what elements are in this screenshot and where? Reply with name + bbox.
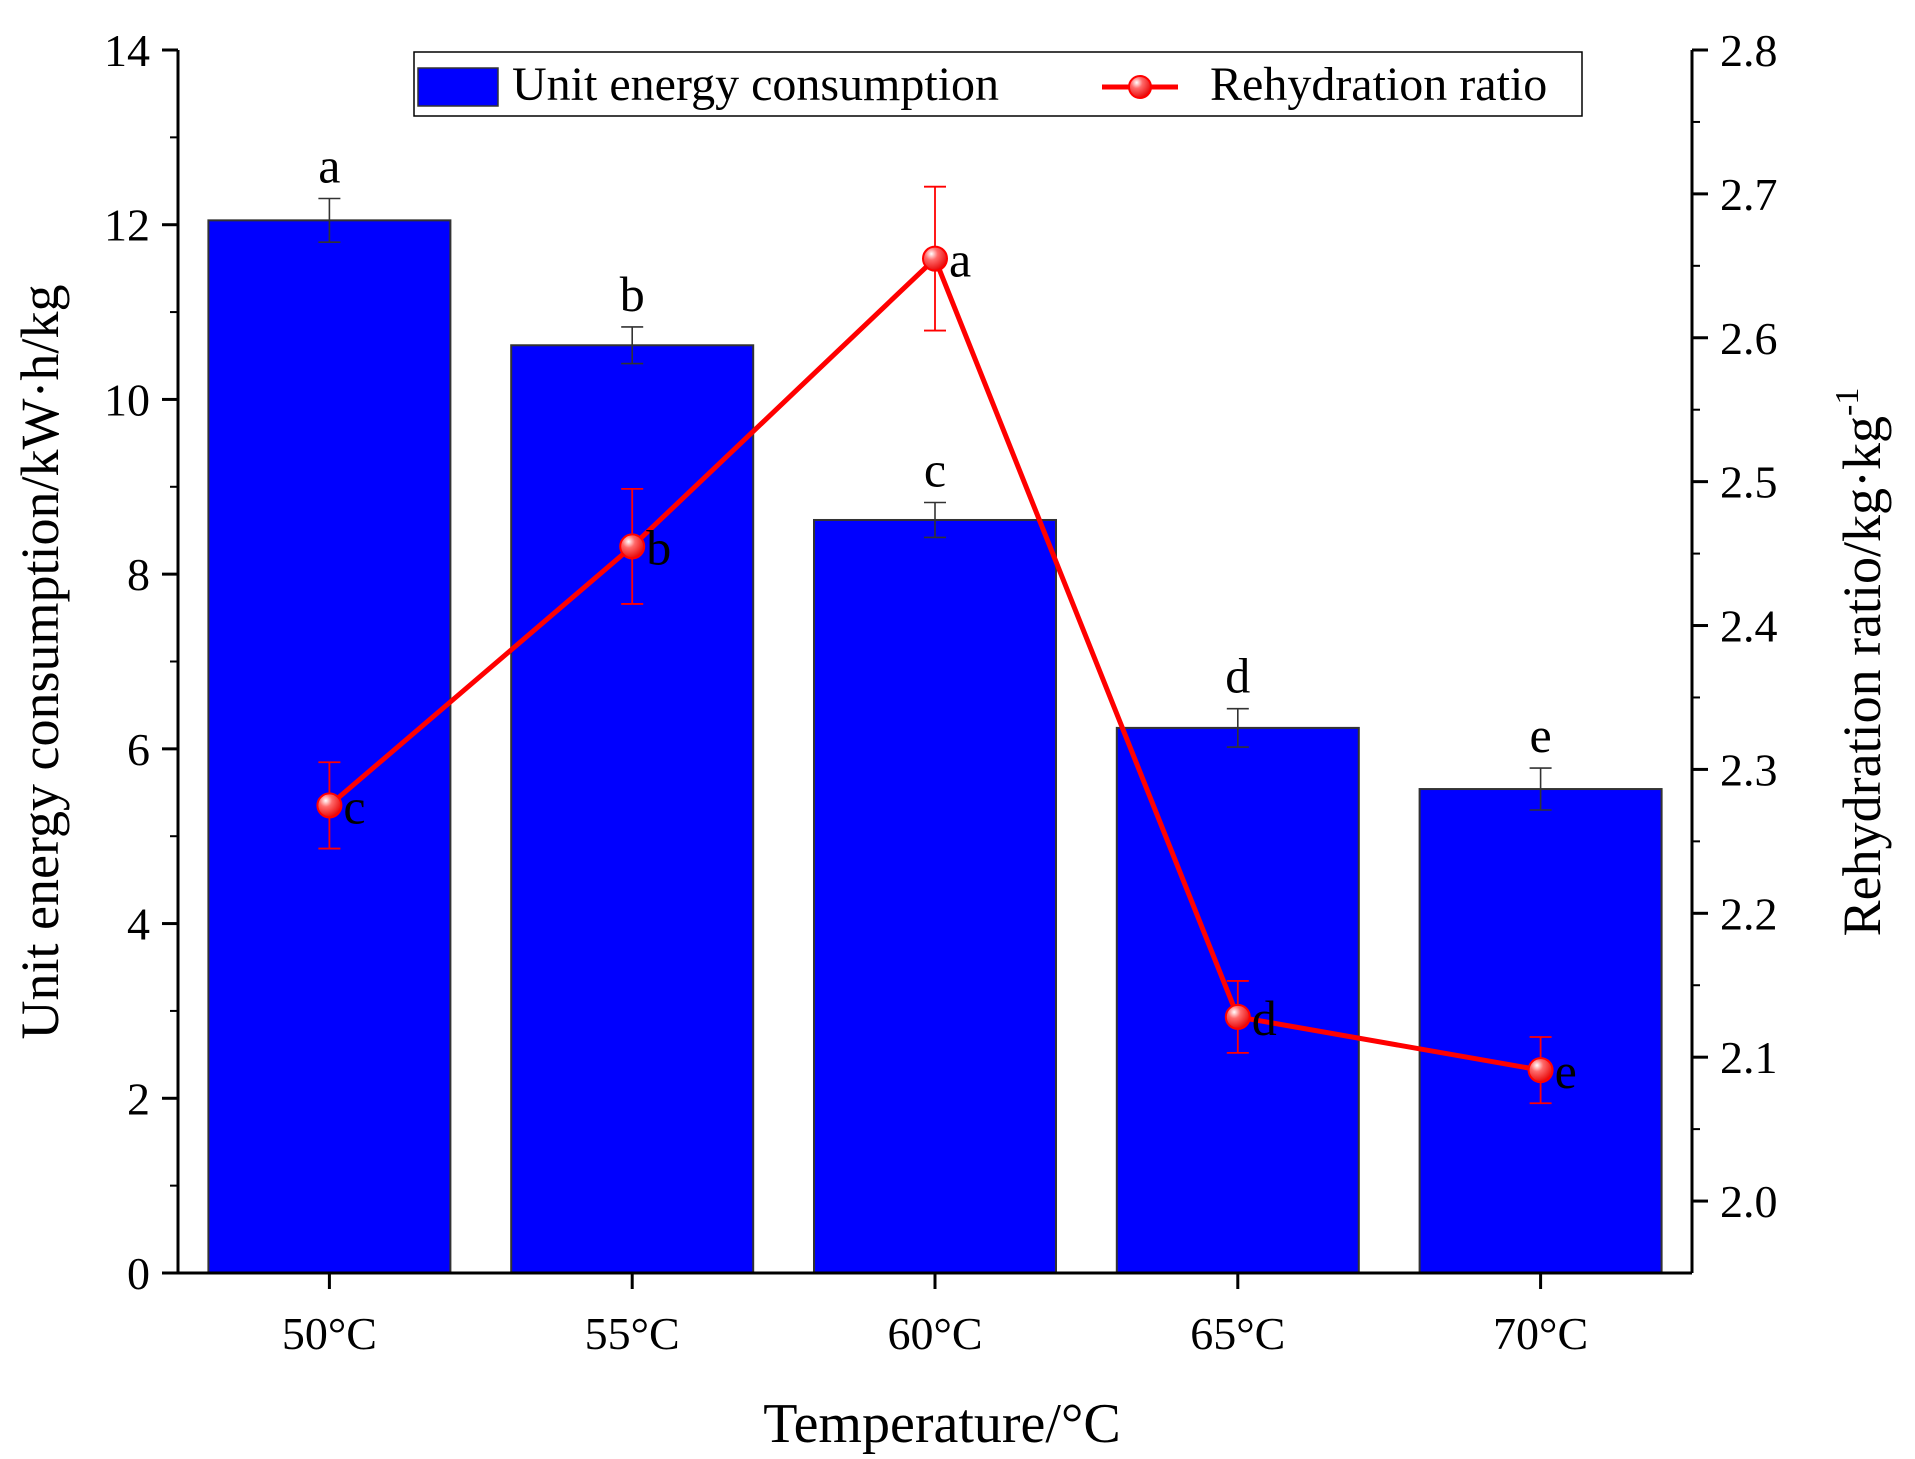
x-tick-label-0: 50°C	[282, 1308, 377, 1359]
y-axis-title: Unit energy consumption/kW·h/kg	[10, 285, 70, 1040]
y2-tick-label-3: 2.3	[1720, 744, 1778, 795]
y2-tick-label-1: 2.1	[1720, 1032, 1778, 1083]
line-point-2	[922, 245, 948, 272]
bar-letter-0: a	[318, 138, 340, 194]
y2-tick-label-6: 2.6	[1720, 313, 1778, 364]
x-tick-label-1: 55°C	[585, 1308, 680, 1359]
x-axis-title: Temperature/°C	[763, 1393, 1120, 1455]
axes-layer: 0 2 4 6 8 10 12 14 2.0 2.1 2.2 2.3 2.4 2.5 2.6 2.7 2.8 50…	[104, 25, 1778, 1359]
x-tick-label-3: 65°C	[1190, 1308, 1285, 1359]
legend-box	[413, 51, 1583, 117]
y2-tick-label-2: 2.2	[1720, 888, 1778, 939]
line-point-4	[1527, 1057, 1554, 1084]
line-letter-3: d	[1252, 990, 1277, 1046]
y-tick-label-7: 14	[104, 25, 150, 76]
bar-1	[510, 344, 755, 1274]
bar-2	[813, 518, 1057, 1274]
y-tick-label-4: 8	[127, 549, 150, 600]
line-letter-1: b	[646, 519, 671, 575]
y2-axis-title-sup: -1	[1829, 388, 1866, 416]
y2-tick-label-7: 2.7	[1720, 169, 1778, 220]
bar-letter-3: d	[1225, 648, 1250, 704]
bar-4	[1418, 788, 1663, 1274]
line-point-1	[619, 533, 646, 560]
y2-tick-label-5: 2.5	[1720, 457, 1778, 508]
y-tick-label-2: 4	[127, 899, 150, 950]
legend-line-label: Rehydration ratio	[1210, 58, 1547, 111]
legend-line-marker	[1128, 75, 1152, 99]
legend-bar-swatch	[417, 67, 499, 107]
y2-axis-title-main: Rehydration ratio/kg·kg	[1832, 416, 1892, 936]
y-tick-label-5: 10	[104, 374, 150, 425]
y-tick-label-3: 6	[127, 724, 150, 775]
y2-axis-title: Rehydration ratio/kg·kg-1	[1829, 388, 1892, 937]
legend-bar-label: Unit energy consumption	[512, 58, 999, 111]
x-tick-label-2: 60°C	[887, 1308, 982, 1359]
y2-tick-label-8: 2.8	[1720, 25, 1778, 76]
y-tick-label-6: 12	[104, 200, 150, 251]
legend: Unit energy consumption Rehydration rati…	[413, 51, 1583, 117]
x-tick-label-4: 70°C	[1493, 1308, 1588, 1359]
line-point-0	[316, 792, 343, 819]
y2-tick-label-0: 2.0	[1720, 1176, 1778, 1227]
bar-0	[207, 219, 452, 1274]
line-point-3	[1224, 1003, 1251, 1030]
line-letter-0: c	[343, 778, 365, 834]
line-letter-4: e	[1555, 1043, 1577, 1099]
y-tick-label-0: 0	[127, 1248, 150, 1299]
bar-letter-4: e	[1529, 707, 1551, 763]
y-tick-label-1: 2	[127, 1073, 150, 1124]
bar-letter-2: c	[924, 442, 946, 498]
line-letter-2: a	[949, 232, 971, 288]
bar-letter-1: b	[620, 266, 645, 322]
y2-tick-label-4: 2.4	[1720, 601, 1778, 652]
line-layer: c b a d e	[316, 185, 1577, 1105]
